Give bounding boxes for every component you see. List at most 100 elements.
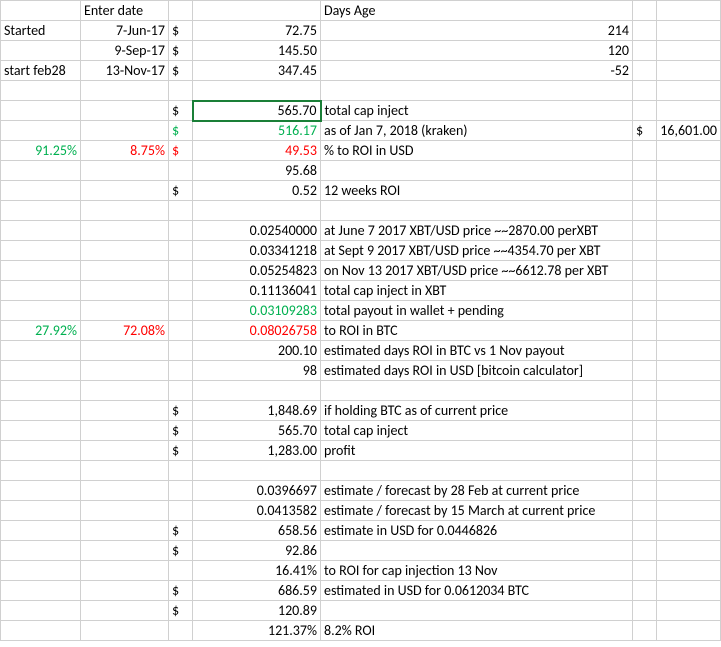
cell-F27[interactable] [633, 521, 657, 541]
cell-B14[interactable] [81, 261, 169, 281]
cell-B21[interactable] [81, 401, 169, 421]
cell-A8[interactable]: 91.25% [1, 141, 81, 161]
cell-D9[interactable]: 95.68 [193, 161, 321, 181]
cell-F24[interactable] [633, 461, 657, 481]
cell-E19[interactable]: estimated days ROI in USD [bitcoin calcu… [321, 361, 633, 381]
cell-G18[interactable] [657, 341, 721, 361]
cell-B2[interactable]: 7-Jun-17 [81, 21, 169, 41]
cell-C26[interactable] [169, 501, 193, 521]
cell-A5[interactable] [1, 81, 81, 101]
cell-A4[interactable]: start feb28 [1, 61, 81, 81]
cell-F25[interactable] [633, 481, 657, 501]
cell-C23[interactable]: $ [169, 441, 193, 461]
cell-D30[interactable]: 686.59 [193, 581, 321, 601]
cell-F1[interactable] [633, 1, 657, 21]
cell-F22[interactable] [633, 421, 657, 441]
cell-B22[interactable] [81, 421, 169, 441]
cell-B17[interactable]: 72.08% [81, 321, 169, 341]
cell-C16[interactable] [169, 301, 193, 321]
cell-E9[interactable] [321, 161, 633, 181]
cell-B28[interactable] [81, 541, 169, 561]
cell-B6[interactable] [81, 101, 169, 121]
cell-E12[interactable]: at June 7 2017 XBT/USD price ~~2870.00 p… [321, 221, 633, 241]
cell-D27[interactable]: 658.56 [193, 521, 321, 541]
cell-B31[interactable] [81, 601, 169, 621]
cell-C27[interactable]: $ [169, 521, 193, 541]
cell-A3[interactable] [1, 41, 81, 61]
cell-B1[interactable]: Enter date [81, 1, 169, 21]
cell-C10[interactable]: $ [169, 181, 193, 201]
cell-D24[interactable] [193, 461, 321, 481]
cell-G13[interactable] [657, 241, 721, 261]
cell-B18[interactable] [81, 341, 169, 361]
cell-E14[interactable]: on Nov 13 2017 XBT/USD price ~~6612.78 p… [321, 261, 633, 281]
cell-D1[interactable] [193, 1, 321, 21]
cell-E1[interactable]: Days Age [321, 1, 633, 21]
cell-D19[interactable]: 98 [193, 361, 321, 381]
cell-E24[interactable] [321, 461, 633, 481]
cell-A32[interactable] [1, 621, 81, 641]
cell-F14[interactable] [633, 261, 657, 281]
cell-C30[interactable]: $ [169, 581, 193, 601]
cell-C13[interactable] [169, 241, 193, 261]
cell-F31[interactable] [633, 601, 657, 621]
cell-F26[interactable] [633, 501, 657, 521]
cell-G31[interactable] [657, 601, 721, 621]
cell-G26[interactable] [657, 501, 721, 521]
cell-D25[interactable]: 0.0396697 [193, 481, 321, 501]
cell-B4[interactable]: 13-Nov-17 [81, 61, 169, 81]
cell-C20[interactable] [169, 381, 193, 401]
cell-C5[interactable] [169, 81, 193, 101]
cell-E17[interactable]: to ROI in BTC [321, 321, 633, 341]
cell-C22[interactable]: $ [169, 421, 193, 441]
cell-E4[interactable]: -52 [321, 61, 633, 81]
cell-A24[interactable] [1, 461, 81, 481]
cell-C14[interactable] [169, 261, 193, 281]
cell-G30[interactable] [657, 581, 721, 601]
cell-A23[interactable] [1, 441, 81, 461]
cell-E25[interactable]: estimate / forecast by 28 Feb at current… [321, 481, 633, 501]
cell-E5[interactable] [321, 81, 633, 101]
cell-D8[interactable]: 49.53 [193, 141, 321, 161]
cell-A10[interactable] [1, 181, 81, 201]
cell-C11[interactable] [169, 201, 193, 221]
cell-D20[interactable] [193, 381, 321, 401]
cell-E13[interactable]: at Sept 9 2017 XBT/USD price ~~4354.70 p… [321, 241, 633, 261]
cell-C28[interactable]: $ [169, 541, 193, 561]
cell-G24[interactable] [657, 461, 721, 481]
cell-C19[interactable] [169, 361, 193, 381]
cell-A19[interactable] [1, 361, 81, 381]
cell-C24[interactable] [169, 461, 193, 481]
cell-G9[interactable] [657, 161, 721, 181]
cell-D26[interactable]: 0.0413582 [193, 501, 321, 521]
cell-F11[interactable] [633, 201, 657, 221]
cell-A18[interactable] [1, 341, 81, 361]
cell-E3[interactable]: 120 [321, 41, 633, 61]
cell-G11[interactable] [657, 201, 721, 221]
cell-B7[interactable] [81, 121, 169, 141]
cell-F32[interactable] [633, 621, 657, 641]
cell-D22[interactable]: 565.70 [193, 421, 321, 441]
cell-D29[interactable]: 16.41% [193, 561, 321, 581]
cell-E2[interactable]: 214 [321, 21, 633, 41]
cell-D16[interactable]: 0.03109283 [193, 301, 321, 321]
cell-D21[interactable]: 1,848.69 [193, 401, 321, 421]
cell-G7[interactable]: 16,601.00 [657, 121, 721, 141]
cell-C18[interactable] [169, 341, 193, 361]
cell-C8[interactable]: $ [169, 141, 193, 161]
cell-G8[interactable] [657, 141, 721, 161]
cell-C9[interactable] [169, 161, 193, 181]
cell-A6[interactable] [1, 101, 81, 121]
cell-A26[interactable] [1, 501, 81, 521]
cell-G23[interactable] [657, 441, 721, 461]
cell-F10[interactable] [633, 181, 657, 201]
cell-D17[interactable]: 0.08026758 [193, 321, 321, 341]
cell-B3[interactable]: 9-Sep-17 [81, 41, 169, 61]
cell-G6[interactable] [657, 101, 721, 121]
cell-B9[interactable] [81, 161, 169, 181]
cell-A31[interactable] [1, 601, 81, 621]
cell-E21[interactable]: if holding BTC as of current price [321, 401, 633, 421]
cell-E10[interactable]: 12 weeks ROI [321, 181, 633, 201]
cell-E28[interactable] [321, 541, 633, 561]
cell-A20[interactable] [1, 381, 81, 401]
